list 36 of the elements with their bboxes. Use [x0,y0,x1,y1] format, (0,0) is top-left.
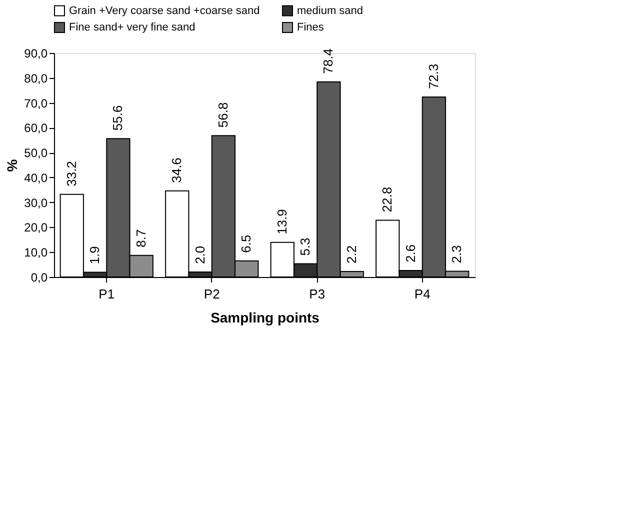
data-label: 72.3 [426,64,441,90]
data-label: 78.4 [320,48,336,74]
y-tick-label: 90,0 [24,46,48,60]
y-tick-label: 50,0 [24,146,48,160]
x-axis-title: Sampling points [210,310,320,326]
x-tick-label: P4 [414,286,430,302]
data-label: 34.6 [169,158,184,183]
data-label: 13.9 [274,209,290,234]
y-tick-label: 70,0 [24,96,48,110]
data-label: 1.9 [87,246,102,264]
legend-label: Fine sand+ very fine sand [69,22,196,34]
y-tick-label: 80,0 [24,71,48,86]
data-label: 2.6 [402,244,418,263]
data-label: 22.8 [380,186,395,212]
legend-label: Fines [297,22,324,34]
data-label: 6.5 [238,234,254,253]
data-label: 8.7 [133,229,148,248]
data-label: 55.6 [110,105,126,131]
x-tick-label: P3 [309,286,326,302]
data-label: 2.0 [192,246,208,264]
x-tick-label: P1 [98,286,115,302]
y-tick-label: 0,0 [30,270,48,284]
data-label: 5.3 [298,238,313,256]
y-tick-label: 30,0 [24,196,48,210]
y-axis-title: % [4,158,20,172]
legend-label: Grain +Very coarse sand +coarse sand [69,4,260,17]
y-tick-label: 20,0 [24,220,48,235]
y-tick-label: 60,0 [24,121,48,136]
data-label: 33.2 [64,161,79,186]
data-label: 2.3 [449,245,464,264]
y-tick-label: 10,0 [24,246,48,260]
x-tick-label: P2 [204,286,220,302]
y-tick-label: 40,0 [24,170,48,185]
data-label: 56.8 [215,102,230,128]
data-label: 2.2 [344,245,359,264]
legend-label: medium sand [297,4,364,17]
